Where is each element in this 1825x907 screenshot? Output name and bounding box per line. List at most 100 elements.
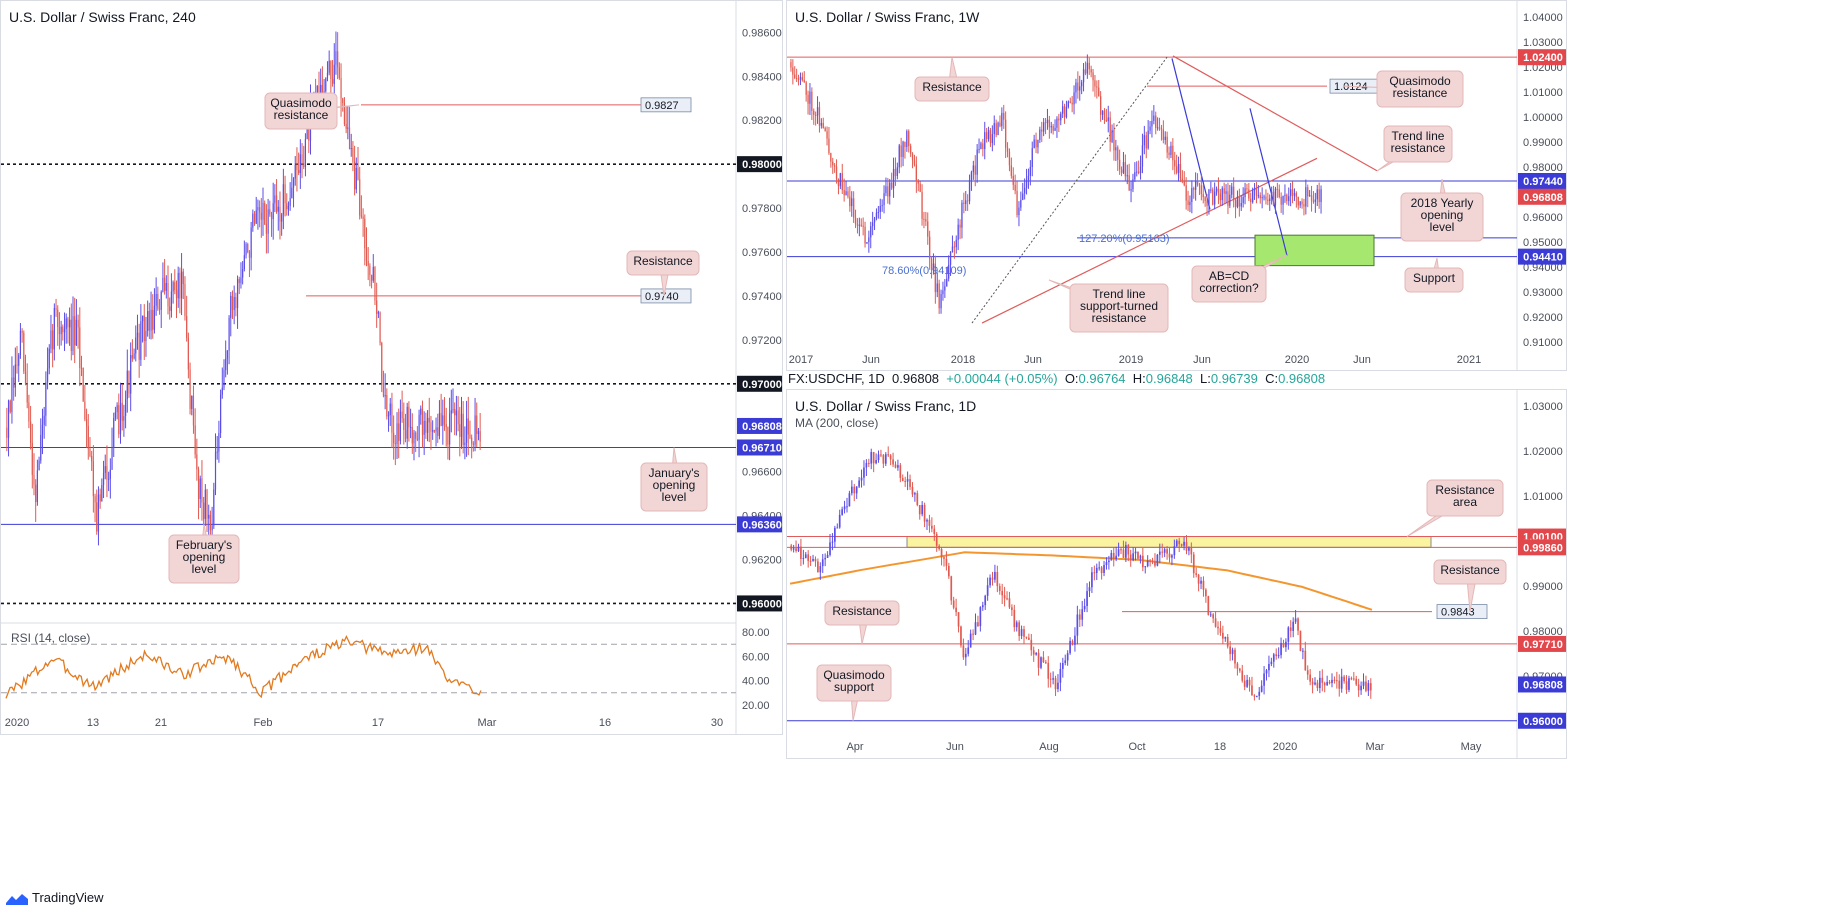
d1-candle [945, 558, 948, 566]
w1-candle [1274, 188, 1277, 206]
w1-candle [1267, 199, 1269, 201]
d1-candle [1083, 605, 1086, 610]
w1-level-tag: 1.0124 [1334, 81, 1368, 93]
d1-candle [841, 509, 843, 515]
d1-candle [1272, 654, 1275, 662]
w1-callout-text: Trend line [1392, 129, 1445, 143]
w1-candle [824, 128, 826, 132]
w1-candle [809, 91, 811, 104]
w1-candle [847, 191, 849, 197]
w1-candle [837, 179, 840, 187]
w1-candle [1035, 139, 1037, 148]
w1-y-tick-label: 0.91000 [1523, 337, 1563, 349]
d1-candle [1156, 554, 1159, 566]
w1-candle [959, 224, 961, 228]
d1-candle [1357, 684, 1360, 691]
h4-candle [469, 434, 471, 438]
low-label: L: [1200, 371, 1211, 386]
h4-chart-canvas[interactable]: 0.98600 0.98400 0.98200 0.98000 0.97800 0.976… [1, 1, 782, 734]
h4-candle [6, 427, 8, 438]
w1-candle [1101, 110, 1104, 115]
w1-candle [871, 222, 874, 227]
w1-candle [957, 224, 959, 240]
w1-fib-extension-dotted [971, 56, 1168, 324]
h4-candle [377, 312, 379, 314]
h4-candle [265, 224, 268, 234]
w1-candle [1156, 127, 1159, 129]
w1-y-tick-label: 0.95000 [1523, 237, 1563, 249]
h4-candle [157, 293, 159, 309]
h4-callout-box [264, 92, 338, 130]
h4-candle [40, 434, 42, 461]
d1-candle [984, 595, 987, 606]
d1-candle [1028, 637, 1030, 640]
h4-chart-panel[interactable]: 0.98600 0.98400 0.98200 0.98000 0.97800 0.976… [0, 0, 783, 735]
w1-callout-text: resistance [1393, 86, 1448, 100]
d1-candle [1040, 657, 1042, 668]
h4-candle [411, 426, 413, 444]
d1-candle [1222, 632, 1224, 639]
h4-candle [182, 271, 184, 285]
d1-candle [812, 558, 814, 561]
w1-candle [1132, 179, 1134, 190]
d1-candle [1154, 561, 1156, 566]
d1-candle [1263, 673, 1265, 686]
d1-candle [1110, 552, 1113, 561]
w1-candle [1269, 198, 1271, 201]
d1-candle [1127, 545, 1130, 555]
w1-candle [963, 202, 965, 204]
h4-candle [253, 213, 256, 224]
d1-price-label: 0.97710 [1523, 639, 1563, 651]
w1-candle [1263, 196, 1265, 198]
h4-candle [443, 415, 446, 424]
h4-candle [404, 430, 407, 439]
w1-candle [894, 168, 897, 177]
h4-candle [38, 460, 40, 471]
w1-chart-panel[interactable]: 1.04000 1.03000 1.02000 1.01000 1.00000 0.990… [786, 0, 1567, 371]
h4-candle [203, 502, 205, 520]
h4-callout-text: Resistance [633, 254, 693, 268]
h4-candle [147, 311, 149, 331]
w1-candle [811, 91, 813, 111]
w1-candle [851, 198, 853, 207]
w1-candle [1041, 129, 1043, 132]
h4-candle [321, 84, 323, 99]
w1-candle [1240, 203, 1242, 207]
w1-candle [1001, 112, 1003, 127]
d1-candle [1117, 549, 1120, 556]
w1-candle [904, 141, 906, 148]
w1-candle [862, 225, 864, 227]
w1-y-tick-label: 0.98000 [1523, 162, 1563, 174]
h4-candle [167, 282, 169, 307]
symbol-name[interactable]: FX:USDCHF, 1D [788, 371, 885, 386]
d1-candle [1229, 646, 1231, 655]
w1-callout-text: opening [1421, 208, 1464, 222]
d1-x-tick-label: Mar [1366, 741, 1385, 753]
h4-candle [369, 265, 371, 276]
h4-candle [179, 272, 181, 299]
d1-candle [1137, 551, 1139, 559]
d1-candle [1258, 691, 1261, 696]
d1-x-tick-label: 2020 [1273, 741, 1297, 753]
d1-chart-canvas[interactable]: 1.030001.020001.010001.000000.990000.980… [787, 390, 1566, 758]
h4-candle [387, 415, 390, 417]
d1-candle [906, 479, 909, 482]
w1-candle [1223, 188, 1225, 194]
w1-candle [1166, 136, 1168, 153]
w1-candle [1257, 195, 1260, 197]
tradingview-brand[interactable]: TradingView [6, 890, 104, 905]
w1-chart-canvas[interactable]: 1.040001.030001.020001.010001.000000.990… [787, 1, 1566, 370]
h4-candle [464, 442, 466, 445]
h4-candle [294, 165, 296, 179]
h4-candle [143, 315, 145, 342]
h4-price-label-bg [737, 375, 782, 392]
h4-candle [372, 266, 374, 281]
d1-chart-panel[interactable]: 1.030001.020001.010001.000000.990000.980… [786, 389, 1567, 759]
d1-price-label: 0.96808 [1523, 679, 1563, 691]
d1-candle [884, 454, 887, 464]
h4-y-tick-label: 0.98400 [742, 71, 782, 83]
w1-candle [1069, 101, 1071, 103]
h4-candle [260, 212, 262, 220]
h4-candle [21, 330, 23, 333]
d1-candle [1365, 681, 1367, 691]
